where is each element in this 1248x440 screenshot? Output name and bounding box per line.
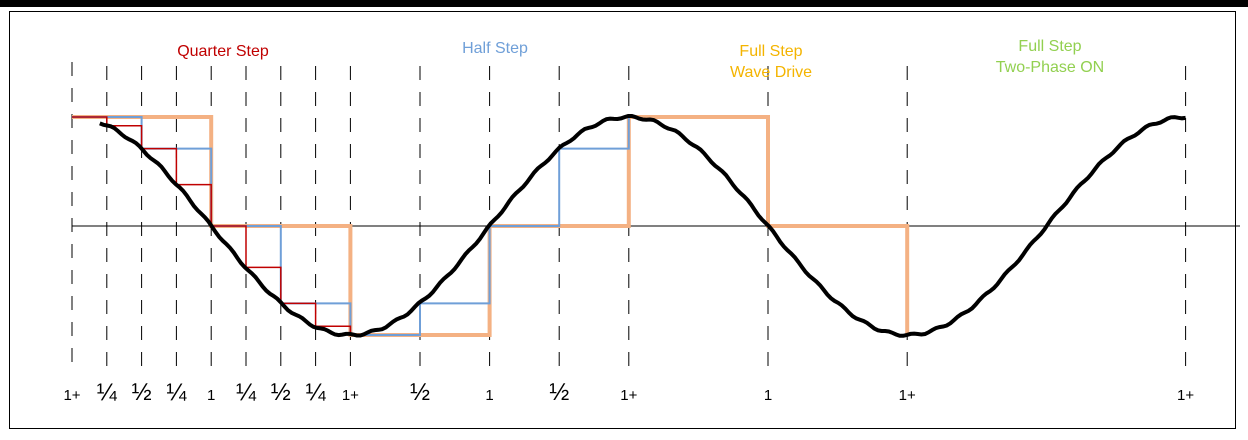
step-label: 1 xyxy=(207,387,215,404)
step-label: ¼ xyxy=(97,379,118,406)
half-step-label: Half Step xyxy=(462,40,528,57)
step-label: ½ xyxy=(410,379,430,406)
figure-frame xyxy=(9,11,1236,429)
step-label: 1+ xyxy=(1177,387,1194,404)
step-label: 1+ xyxy=(63,387,80,404)
step-label: 1 xyxy=(764,387,772,404)
quarter-step-label: Quarter Step xyxy=(177,43,269,60)
step-label: ¼ xyxy=(236,379,257,406)
step-labels: 1+ ¼ ½ ¼ 1 ¼ ½ ¼ 1+ ½ 1 ½ 1+ 1 1+ 1+ xyxy=(63,379,1194,406)
step-label: 1+ xyxy=(899,387,916,404)
full-step-two-phase-label-1: Full Step xyxy=(1018,38,1081,55)
full-step-wave-label-2: Wave Drive xyxy=(730,64,812,81)
sine-curve xyxy=(99,114,1186,338)
full-step-two-phase-label-2: Two-Phase ON xyxy=(996,59,1104,76)
dashed-gridlines xyxy=(106,66,1187,372)
top-strip xyxy=(0,0,1248,7)
step-label: ½ xyxy=(271,379,291,406)
step-label: ¼ xyxy=(166,379,187,406)
step-label: ½ xyxy=(549,379,569,406)
step-label: 1+ xyxy=(342,387,359,404)
step-label: 1+ xyxy=(620,387,637,404)
step-label: 1 xyxy=(485,387,493,404)
full-step-wave-label-1: Full Step xyxy=(739,43,802,60)
step-label: ½ xyxy=(132,379,152,406)
step-label: ¼ xyxy=(306,379,327,406)
